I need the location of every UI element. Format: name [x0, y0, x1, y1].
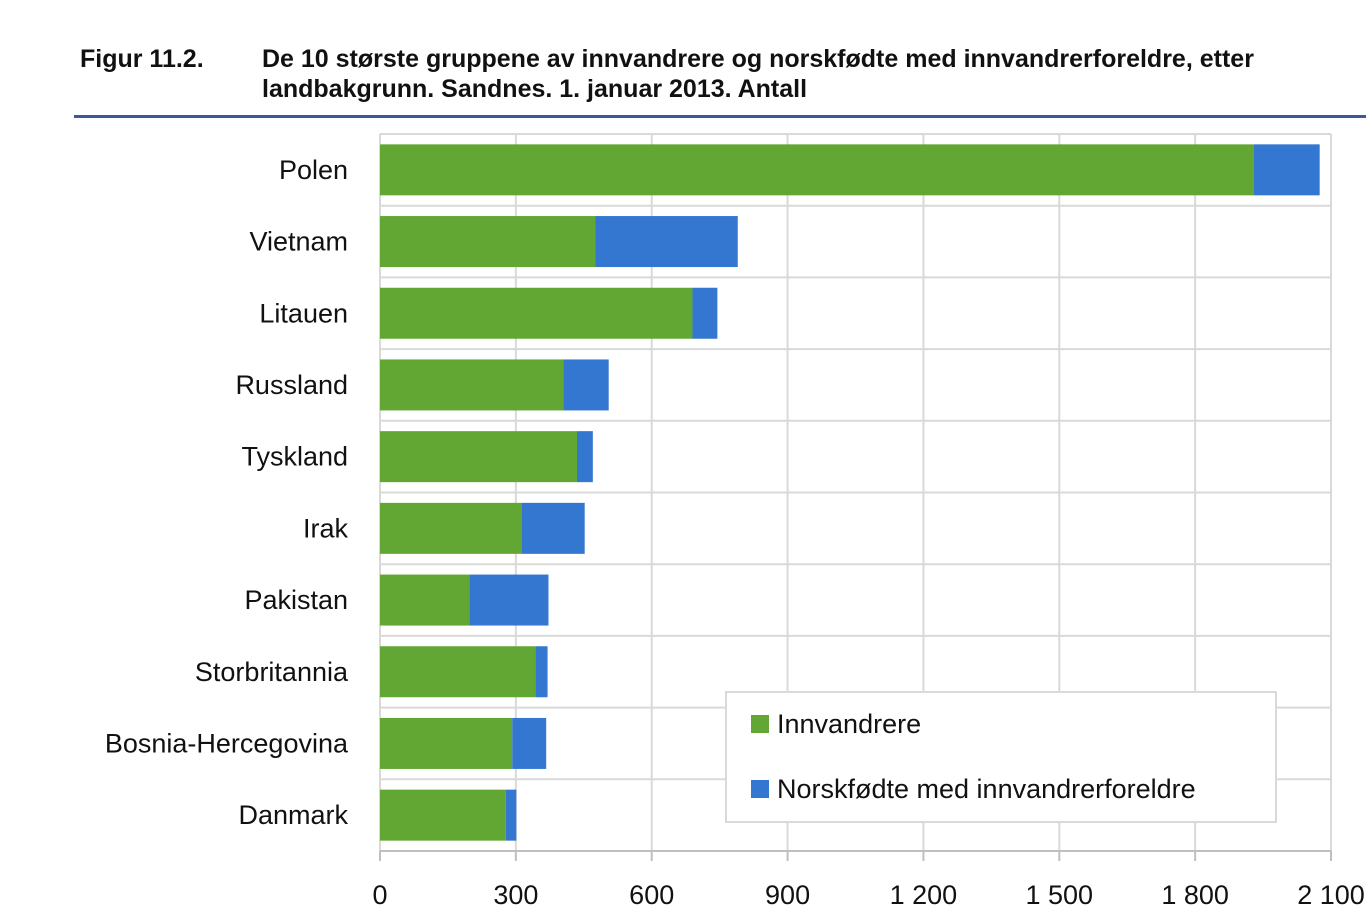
bar-innvandrere-danmark [380, 789, 506, 841]
bar-norskfodte-bosnia-hercegovina [512, 717, 547, 769]
label-layer: 0 300 600 900 1 200 1 500 1 800 2 100 Polen Vietn… [105, 155, 1365, 910]
x-tick-label: 1 500 [1025, 880, 1093, 910]
bar-innvandrere-bosnia-hercegovina [380, 717, 513, 769]
bar-norskfodte-vietnam [595, 216, 738, 268]
legend: Innvandrere Norskfødte med innvandrerfore… [725, 691, 1277, 823]
bar-innvandrere-russland [380, 359, 564, 411]
bar-innvandrere-litauen [380, 287, 693, 339]
bar-norskfodte-litauen [692, 287, 718, 339]
category-label: Litauen [259, 298, 348, 328]
bar-norskfodte-russland [563, 359, 609, 411]
bar-innvandrere-vietnam [380, 216, 596, 268]
x-tick-label: 2 100 [1297, 880, 1365, 910]
legend-label: Norskfødte med innvandrerforeldre [777, 774, 1196, 804]
x-tick-label: 900 [765, 880, 810, 910]
header-rule [74, 115, 1366, 118]
category-label: Vietnam [249, 227, 348, 257]
bar-norskfodte-irak [521, 502, 585, 554]
legend-label: Innvandrere [777, 709, 921, 739]
bar-layer [380, 144, 1320, 841]
category-label: Irak [303, 513, 349, 543]
bar-innvandrere-polen [380, 144, 1255, 196]
x-tick-label: 1 800 [1161, 880, 1229, 910]
bar-norskfodte-tyskland [576, 431, 593, 483]
bar-innvandrere-irak [380, 502, 522, 554]
category-label: Storbritannia [195, 657, 349, 687]
bar-innvandrere-pakistan [380, 574, 470, 626]
category-label: Danmark [238, 800, 348, 830]
x-tick-label: 1 200 [890, 880, 958, 910]
x-tick-label: 0 [372, 880, 387, 910]
category-label: Pakistan [244, 585, 348, 615]
legend-swatch [751, 780, 769, 798]
figure-title: De 10 største gruppene av innvandrere og… [262, 45, 1254, 103]
figure-number: Figur 11.2. [80, 45, 204, 73]
x-tick-label: 300 [493, 880, 538, 910]
legend-box [725, 691, 1277, 823]
category-label: Polen [279, 155, 348, 185]
bar-innvandrere-storbritannia [380, 646, 536, 698]
category-label: Tyskland [241, 442, 348, 472]
bar-innvandrere-tyskland [380, 431, 577, 483]
legend-swatch [751, 715, 769, 733]
bar-norskfodte-storbritannia [535, 646, 548, 698]
x-tick-label: 600 [629, 880, 674, 910]
bar-norskfodte-polen [1254, 144, 1320, 196]
category-label: Bosnia-Hercegovina [105, 728, 349, 758]
bar-norskfodte-pakistan [469, 574, 549, 626]
bar-norskfodte-danmark [505, 789, 517, 841]
category-label: Russland [235, 370, 348, 400]
